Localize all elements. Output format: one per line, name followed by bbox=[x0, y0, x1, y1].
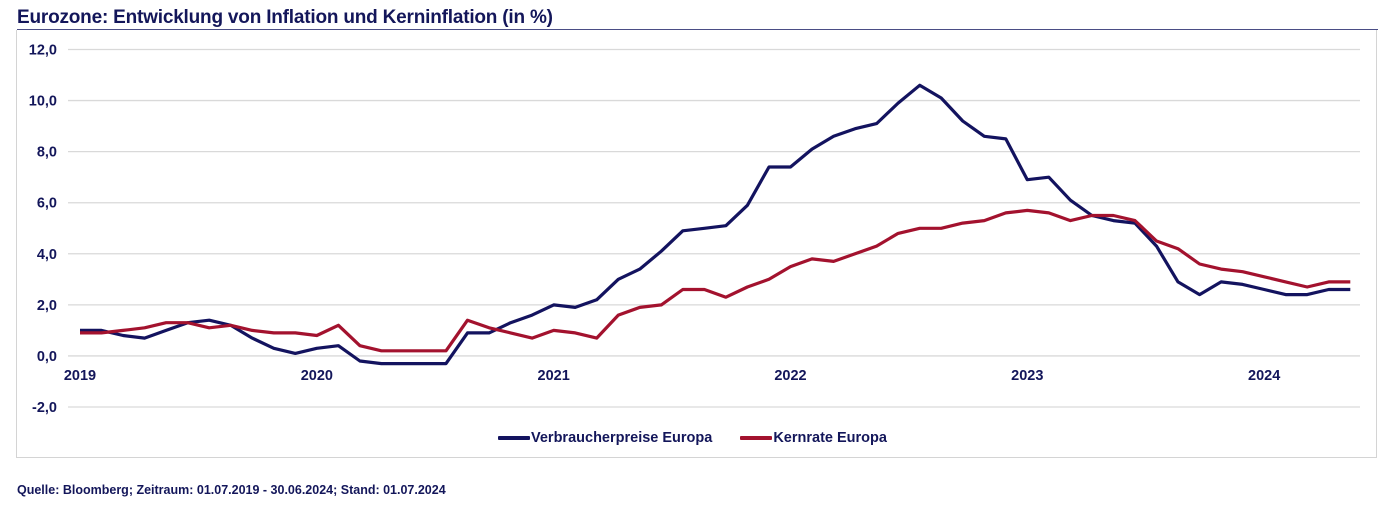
x-tick-label: 2022 bbox=[774, 368, 806, 384]
y-tick-label: 10,0 bbox=[29, 94, 57, 110]
x-tick-label: 2019 bbox=[64, 368, 96, 384]
y-tick-label: 8,0 bbox=[37, 145, 57, 161]
y-tick-label: 4,0 bbox=[37, 247, 57, 263]
y-tick-label: 12,0 bbox=[29, 43, 57, 59]
legend-item-verbraucherpreise[interactable]: Verbraucherpreise Europa bbox=[498, 430, 712, 446]
y-tick-label: -2,0 bbox=[32, 400, 57, 416]
series-line-kernrate bbox=[80, 208, 1351, 353]
y-tick-label: 6,0 bbox=[37, 196, 57, 212]
x-tick-label: 2020 bbox=[301, 368, 333, 384]
series-lines bbox=[80, 83, 1351, 366]
x-tick-label: 2021 bbox=[538, 368, 570, 384]
legend-label: Verbraucherpreise Europa bbox=[531, 430, 713, 446]
series-line-verbraucherpreise bbox=[80, 83, 1351, 366]
legend-label: Kernrate Europa bbox=[773, 430, 887, 446]
legend-item-kernrate[interactable]: Kernrate Europa bbox=[740, 430, 887, 446]
x-tick-label: 2024 bbox=[1248, 368, 1280, 384]
legend: Verbraucherpreise Europa Kernrate Europa bbox=[498, 428, 915, 448]
y-axis-ticks: 12,0 10,0 8,0 6,0 4,0 2,0 0,0 -2,0 bbox=[29, 43, 57, 417]
x-tick-label: 2023 bbox=[1011, 368, 1043, 384]
chart-frame bbox=[16, 30, 1377, 458]
y-tick-label: 0,0 bbox=[37, 349, 57, 365]
chart-title: Eurozone: Entwicklung von Inflation und … bbox=[17, 7, 553, 28]
legend-swatch-verbraucherpreise bbox=[498, 436, 530, 440]
legend-swatch-kernrate bbox=[740, 436, 773, 440]
gridlines bbox=[68, 48, 1360, 408]
x-axis-ticks: 2019 2020 2021 2022 2023 2024 bbox=[64, 368, 1280, 384]
y-tick-label: 2,0 bbox=[37, 298, 57, 314]
title-divider bbox=[17, 29, 1378, 30]
source-note: Quelle: Bloomberg; Zeitraum: 01.07.2019 … bbox=[17, 483, 446, 497]
